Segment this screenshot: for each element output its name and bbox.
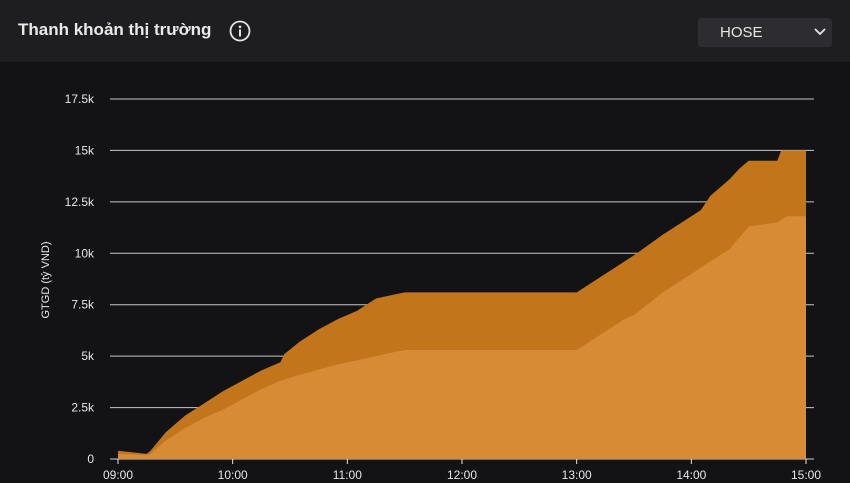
exchange-select-value: HOSE: [720, 24, 763, 41]
x-tick-label: 10:00: [218, 468, 248, 482]
chevron-down-icon: [814, 28, 826, 36]
area-series-lower: [118, 216, 806, 459]
chart-header: Thanh khoản thị trường HOSE: [0, 0, 850, 62]
y-tick-label: 17.5k: [65, 92, 95, 106]
y-tick-label: 10k: [75, 246, 95, 260]
y-tick-label: 7.5k: [71, 298, 95, 312]
y-tick-label: 5k: [81, 349, 95, 363]
x-tick-label: 11:00: [333, 468, 362, 482]
x-tick-label: 13:00: [562, 468, 592, 482]
x-tick-label: 09:00: [103, 468, 133, 482]
y-tick-label: 15k: [75, 143, 95, 157]
x-tick-labels: 09:00 10:00 11:00 12:00 13:00 14:00 15:00: [103, 459, 821, 482]
info-circle-icon[interactable]: [229, 20, 251, 42]
x-tick-label: 15:00: [791, 468, 821, 482]
y-tick-label: 2.5k: [71, 401, 95, 415]
chart-title: Thanh khoản thị trường: [18, 20, 212, 39]
y-tick-label: 12.5k: [65, 195, 95, 209]
y-tick-labels: 0 2.5k 5k 7.5k 10k 12.5k 15k 17.5k: [65, 92, 95, 466]
exchange-select[interactable]: HOSE: [698, 18, 832, 47]
x-tick-label: 12:00: [447, 468, 477, 482]
liquidity-area-chart: 0 2.5k 5k 7.5k 10k 12.5k 15k 17.5k 09:00 10:00 11…: [65, 92, 822, 482]
y-tick-label: 0: [87, 452, 94, 466]
x-tick-label: 14:00: [676, 468, 706, 482]
area-series: [118, 150, 806, 459]
